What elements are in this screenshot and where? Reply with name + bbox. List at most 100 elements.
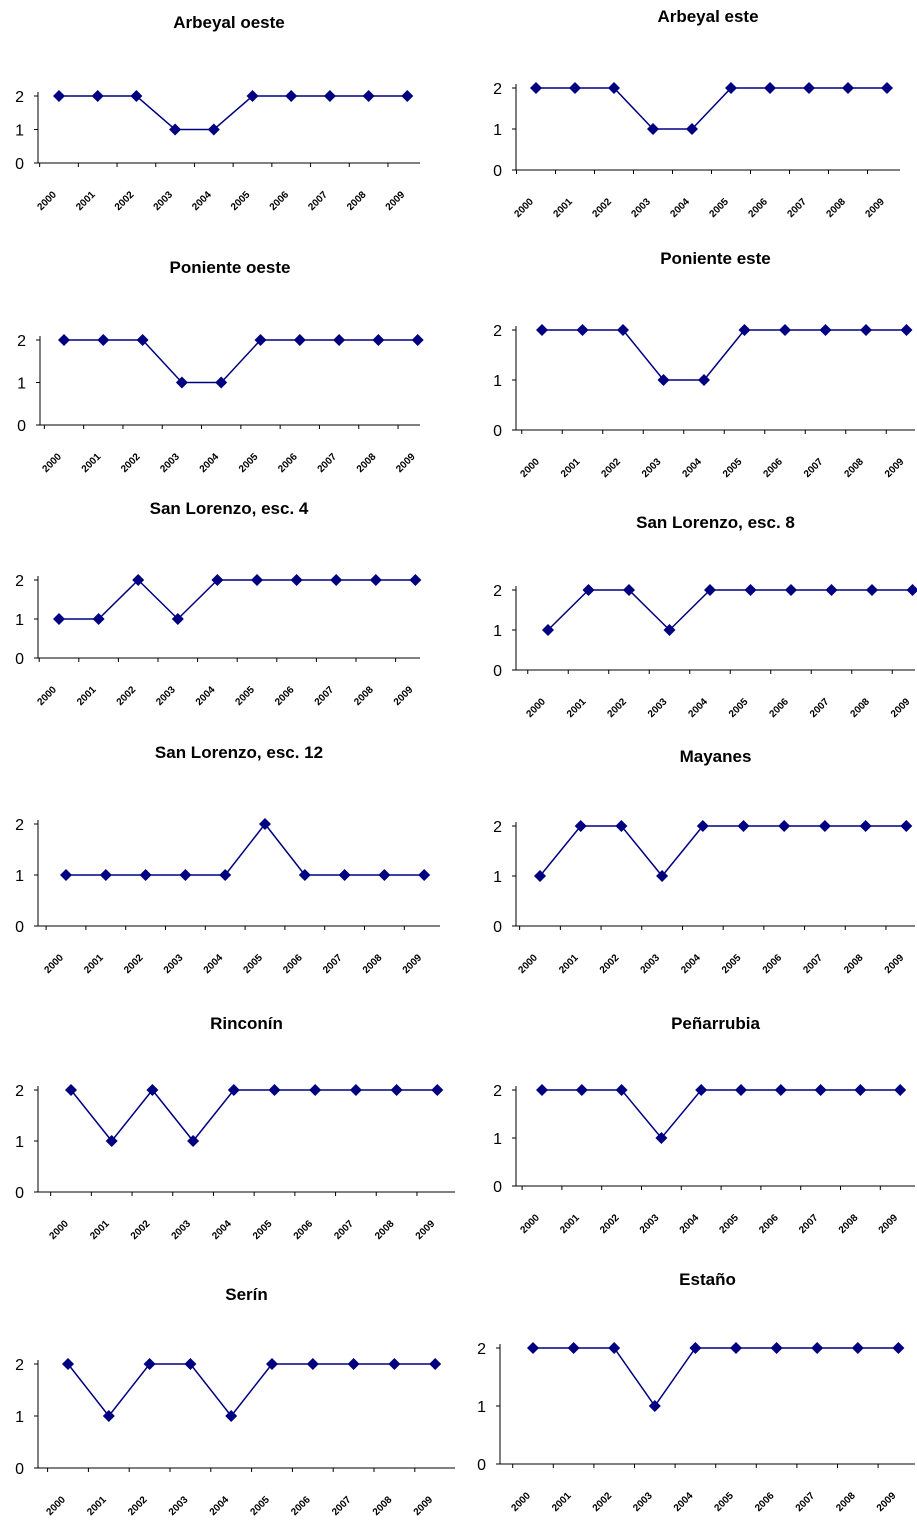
x-tick-label: 2009 bbox=[863, 196, 887, 220]
x-tick-label: 2007 bbox=[808, 696, 832, 720]
data-point-marker bbox=[695, 1084, 708, 1096]
data-point-marker bbox=[99, 869, 112, 881]
x-tick-label: 2004 bbox=[668, 196, 692, 220]
series-line bbox=[64, 339, 418, 384]
x-tick-label: 2003 bbox=[646, 696, 670, 720]
x-tick-label: 2009 bbox=[412, 1494, 436, 1518]
x-tick-label: 2009 bbox=[401, 952, 425, 976]
data-point-marker bbox=[704, 584, 716, 596]
series-line bbox=[59, 95, 408, 131]
x-tick-label: 2005 bbox=[233, 684, 257, 708]
y-tick-label: 0 bbox=[477, 1457, 486, 1474]
data-point-marker bbox=[647, 123, 659, 135]
chart-title: San Lorenzo, esc. 8 bbox=[636, 513, 795, 532]
x-tick-label: 2007 bbox=[794, 1490, 818, 1514]
data-point-marker bbox=[338, 869, 351, 881]
data-point-marker bbox=[906, 584, 917, 596]
data-point-marker bbox=[536, 324, 548, 336]
x-tick-label: 2009 bbox=[392, 684, 416, 708]
y-tick-label: 0 bbox=[493, 919, 502, 936]
data-point-marker bbox=[169, 123, 182, 136]
x-tick-label: 2006 bbox=[289, 1494, 313, 1518]
x-tick-label: 2009 bbox=[883, 952, 907, 976]
x-tick-label: 2001 bbox=[80, 451, 104, 475]
x-tick-label: 2009 bbox=[889, 696, 913, 720]
x-tick-label: 2000 bbox=[42, 952, 66, 976]
data-point-marker bbox=[388, 1358, 401, 1370]
data-point-marker bbox=[347, 1358, 360, 1370]
x-tick-label: 2008 bbox=[834, 1490, 858, 1514]
x-tick-label: 2004 bbox=[678, 1212, 702, 1236]
data-point-marker bbox=[390, 1084, 403, 1096]
x-tick-label: 2003 bbox=[154, 684, 178, 708]
data-point-marker bbox=[362, 90, 375, 102]
data-point-marker bbox=[293, 334, 306, 346]
series-line bbox=[59, 578, 416, 621]
y-tick-label: 0 bbox=[493, 1179, 502, 1196]
x-tick-label: 2001 bbox=[559, 456, 583, 480]
data-point-marker bbox=[686, 123, 698, 135]
data-point-marker bbox=[892, 1342, 905, 1354]
x-tick-label: 2005 bbox=[251, 1218, 275, 1242]
y-tick-label: 0 bbox=[17, 418, 26, 435]
data-point-marker bbox=[657, 374, 670, 386]
data-point-marker bbox=[323, 90, 336, 102]
x-tick-label: 2009 bbox=[414, 1218, 438, 1242]
x-tick-label: 2002 bbox=[599, 456, 623, 480]
data-point-marker bbox=[175, 376, 188, 389]
y-tick-label: 2 bbox=[15, 1083, 24, 1100]
y-tick-label: 2 bbox=[477, 1341, 486, 1358]
data-point-marker bbox=[530, 82, 542, 94]
data-point-marker bbox=[251, 574, 263, 586]
data-point-marker bbox=[349, 1084, 362, 1096]
x-tick-label: 2003 bbox=[629, 196, 653, 220]
data-point-marker bbox=[900, 820, 913, 832]
data-point-marker bbox=[219, 869, 232, 881]
data-point-marker bbox=[574, 820, 587, 832]
data-point-marker bbox=[608, 1342, 621, 1354]
data-point-marker bbox=[92, 613, 105, 625]
x-tick-label: 2000 bbox=[524, 696, 548, 720]
x-tick-label: 2002 bbox=[591, 1490, 615, 1514]
x-tick-label: 2006 bbox=[761, 456, 785, 480]
x-tick-label: 2006 bbox=[276, 451, 300, 475]
x-tick-label: 2008 bbox=[837, 1212, 861, 1236]
x-tick-label: 2000 bbox=[512, 196, 536, 220]
x-tick-label: 2003 bbox=[162, 952, 186, 976]
data-point-marker bbox=[268, 1084, 281, 1096]
y-tick-label: 1 bbox=[493, 373, 502, 390]
y-tick-label: 2 bbox=[493, 1083, 502, 1100]
data-point-marker bbox=[860, 324, 872, 336]
series-line bbox=[542, 1089, 901, 1140]
y-tick-label: 1 bbox=[15, 1134, 24, 1151]
data-point-marker bbox=[623, 584, 635, 596]
chart-panel: San Lorenzo, esc. 12 0 1 2 2000 2001 2002 2003 2… bbox=[15, 743, 440, 976]
data-point-marker bbox=[179, 869, 192, 881]
y-tick-label: 0 bbox=[493, 163, 502, 180]
x-tick-label: 2008 bbox=[352, 684, 376, 708]
data-point-marker bbox=[527, 1342, 539, 1354]
x-tick-label: 2003 bbox=[152, 189, 176, 213]
x-tick-label: 2007 bbox=[797, 1212, 821, 1236]
x-tick-label: 2005 bbox=[727, 696, 751, 720]
data-point-marker bbox=[854, 1084, 867, 1096]
y-tick-label: 1 bbox=[15, 868, 24, 885]
x-tick-label: 2008 bbox=[842, 456, 866, 480]
data-point-marker bbox=[105, 1135, 118, 1147]
data-point-marker bbox=[102, 1410, 115, 1422]
chart-panel: Serín 0 1 2 2000 2001 2002 2003 2004 2005 2006 2007… bbox=[15, 1285, 455, 1518]
data-point-marker bbox=[285, 90, 298, 102]
x-tick-label: 2000 bbox=[35, 684, 59, 708]
x-tick-label: 2000 bbox=[40, 451, 64, 475]
data-point-marker bbox=[881, 82, 893, 94]
chart-title: Serín bbox=[225, 1285, 268, 1304]
data-point-marker bbox=[696, 820, 709, 832]
y-tick-label: 1 bbox=[15, 123, 24, 140]
chart-panel: Poniente oeste 0 1 2 2000 2001 2002 2003 2004 200… bbox=[17, 258, 424, 475]
data-point-marker bbox=[744, 584, 757, 596]
chart-panel: San Lorenzo, esc. 4 0 1 2 2000 2001 2002 2003 20… bbox=[15, 499, 422, 708]
x-tick-label: 2006 bbox=[292, 1218, 316, 1242]
data-point-marker bbox=[689, 1342, 702, 1354]
chart-panel: Rinconín 0 1 2 2000 2001 2002 2003 2004 2005 2006 2… bbox=[15, 1014, 455, 1242]
